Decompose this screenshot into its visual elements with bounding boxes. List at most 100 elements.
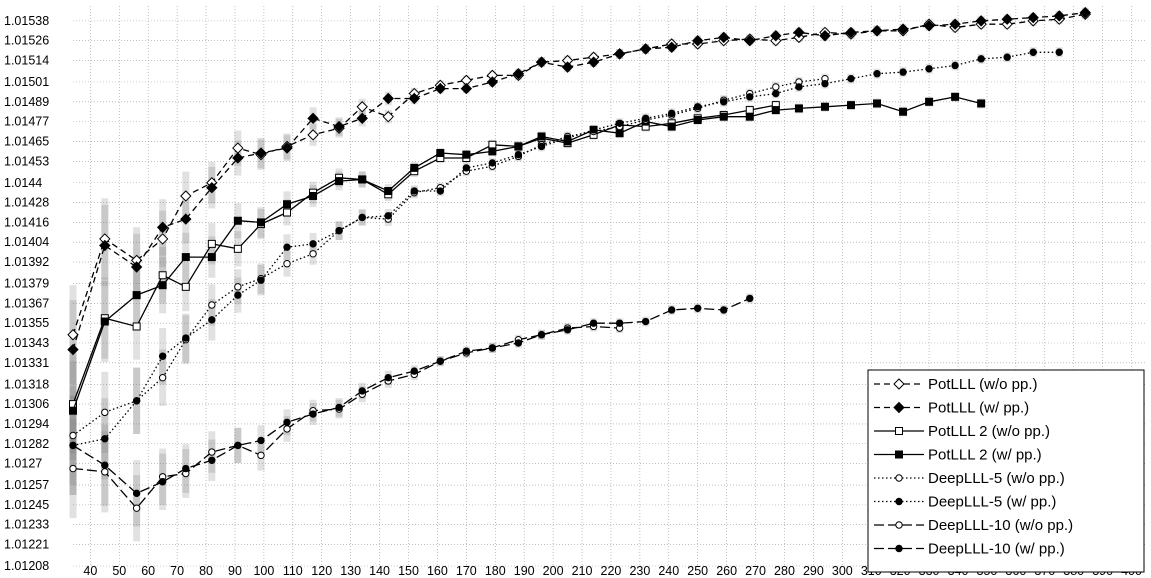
x-tick-label: 140 [369,564,390,578]
y-tick-label: 1.01501 [4,75,49,89]
data-point [182,464,190,473]
data-point [100,317,109,326]
data-point [384,187,393,196]
data-point [746,93,754,101]
data-point [101,435,109,443]
data-point [436,149,445,158]
data-point [537,132,546,141]
data-point [925,65,933,73]
series-line [72,104,776,405]
y-tick-label: 1.01257 [4,478,49,492]
data-point [356,112,368,125]
data-point [257,451,265,460]
y-tick-label: 1.01489 [4,95,49,109]
data-point [512,68,525,80]
legend-marker [895,497,903,506]
x-tick-label: 60 [141,564,155,578]
y-tick-label: 1.01221 [4,538,49,552]
data-point [899,68,907,76]
data-point [436,187,445,195]
x-tick-label: 230 [629,564,650,578]
series-2 [67,6,1091,356]
data-point [639,43,652,55]
data-point [641,317,650,326]
y-tick-label: 1.01538 [4,14,49,28]
series-line [72,325,620,510]
data-point [514,142,523,151]
data-point [233,216,242,225]
data-point [1029,48,1037,56]
data-point [977,99,986,108]
legend-marker [895,450,903,459]
data-point [514,339,523,347]
y-tick-label: 1.01331 [4,356,49,370]
data-point [1053,10,1065,22]
y-tick-label: 1.01233 [4,518,49,532]
data-point [615,319,624,327]
x-tick-label: 200 [543,564,564,578]
data-point [234,283,242,291]
legend-marker [895,474,903,482]
data-point [410,187,418,195]
data-point [667,122,676,131]
series-7 [69,322,624,512]
data-point [899,107,908,116]
data-point [101,461,109,469]
data-point [615,119,624,127]
data-point [434,82,447,95]
data-point [436,357,445,365]
y-tick-label: 1.01294 [4,417,49,431]
data-point [257,436,265,445]
data-point [158,281,167,290]
data-point [693,115,702,124]
data-point [923,20,935,32]
data-point [335,403,343,412]
data-point [460,82,473,95]
data-point [951,92,960,101]
data-point [208,316,216,324]
data-point [771,106,780,115]
data-point [589,126,598,134]
x-tick-label: 240 [658,564,679,578]
data-point [694,304,702,313]
data-point [718,31,730,44]
data-point [158,373,167,382]
data-point [158,271,167,280]
data-point [846,101,855,110]
data-point [462,347,471,355]
x-tick-label: 170 [456,564,477,578]
y-axis-ticks: 1.01208 1.01221 1.01233 1.01245 1.01257 1.012… [4,14,49,573]
data-point [69,441,77,450]
data-point [462,164,471,172]
data-point [795,83,803,91]
data-point [309,410,317,418]
data-point [1027,11,1039,24]
data-point [587,56,600,68]
y-tick-label: 1.01208 [4,559,49,573]
legend-label: PotLLL 2 (w/o pp.) [928,423,1050,440]
data-point [206,182,218,194]
x-tick-label: 90 [228,564,242,578]
data-point [563,134,572,142]
data-point [234,291,242,299]
data-point [794,104,803,113]
data-point [101,408,109,417]
data-point [925,97,934,106]
x-tick-label: 100 [253,564,274,578]
data-point [384,373,392,382]
y-tick-label: 1.01318 [4,377,49,391]
x-tick-label: 270 [745,564,766,578]
legend: PotLLL (w/o pp.) PotLLL (w/ pp.) PotLLL 2 … [867,369,1145,573]
x-tick-label: 160 [427,564,448,578]
series-line [72,51,1060,447]
data-point [488,344,497,352]
data-point [561,61,574,73]
data-point [665,41,678,54]
data-point [744,34,756,47]
data-point [307,129,319,141]
data-point [255,147,267,159]
data-point [770,30,782,42]
series-3 [69,101,780,409]
legend-label: DeepLLL-5 (w/o pp.) [928,470,1065,487]
y-tick-label: 1.01453 [4,154,49,168]
